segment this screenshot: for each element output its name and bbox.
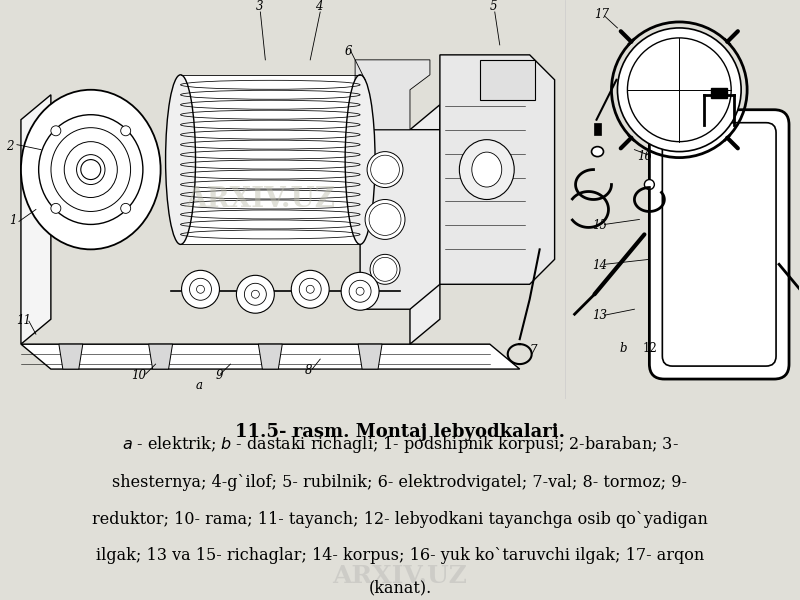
Text: 4: 4 xyxy=(315,0,322,13)
Ellipse shape xyxy=(21,90,161,250)
Text: reduktor; 10- rama; 11- tayanch; 12- lebyodkani tayanchga osib qo`yadigan: reduktor; 10- rama; 11- tayanch; 12- leb… xyxy=(92,511,708,527)
Ellipse shape xyxy=(356,287,364,295)
Polygon shape xyxy=(21,344,520,369)
Ellipse shape xyxy=(51,126,61,136)
Ellipse shape xyxy=(121,126,130,136)
Text: 15: 15 xyxy=(593,220,607,232)
Text: ARXIV.UZ: ARXIV.UZ xyxy=(186,186,335,213)
FancyBboxPatch shape xyxy=(650,110,789,379)
Bar xyxy=(480,60,534,100)
Polygon shape xyxy=(360,130,440,309)
Ellipse shape xyxy=(51,203,61,214)
Ellipse shape xyxy=(459,140,514,199)
Text: b: b xyxy=(619,342,627,355)
Text: 6: 6 xyxy=(345,45,353,58)
Polygon shape xyxy=(21,95,51,344)
Text: 13: 13 xyxy=(593,309,607,322)
Ellipse shape xyxy=(251,290,259,298)
Text: 8: 8 xyxy=(306,364,313,377)
Ellipse shape xyxy=(370,254,400,284)
Text: ARXIV.UZ: ARXIV.UZ xyxy=(333,564,467,588)
Polygon shape xyxy=(358,344,382,369)
Text: 17: 17 xyxy=(594,8,610,21)
Text: 14: 14 xyxy=(593,259,607,272)
Text: 11: 11 xyxy=(16,314,31,327)
Text: 12: 12 xyxy=(642,342,657,355)
Ellipse shape xyxy=(345,75,375,244)
Text: 7: 7 xyxy=(530,344,537,357)
Ellipse shape xyxy=(627,38,731,142)
Text: $\it{a}$ - elektrik; $\it{b}$ - dastaki richagli; 1- podshipnik korpusi; 2-barab: $\it{a}$ - elektrik; $\it{b}$ - dastaki … xyxy=(122,434,678,455)
Bar xyxy=(711,88,727,98)
Polygon shape xyxy=(181,75,360,244)
Ellipse shape xyxy=(306,285,314,293)
Ellipse shape xyxy=(121,203,130,214)
Ellipse shape xyxy=(367,152,403,188)
Text: a: a xyxy=(195,379,202,392)
Text: 9: 9 xyxy=(215,369,223,382)
Text: 11.5- rasm. Montaj lebyodkalari.: 11.5- rasm. Montaj lebyodkalari. xyxy=(235,423,565,441)
Ellipse shape xyxy=(341,272,379,310)
Ellipse shape xyxy=(365,199,405,239)
Ellipse shape xyxy=(182,271,219,308)
Bar xyxy=(594,122,602,134)
Ellipse shape xyxy=(591,146,603,157)
Ellipse shape xyxy=(291,271,329,308)
Text: shesternya; 4-g`ilof; 5- rubilnik; 6- elektrodvigatel; 7-val; 8- tormoz; 9-: shesternya; 4-g`ilof; 5- rubilnik; 6- el… xyxy=(113,475,687,491)
Ellipse shape xyxy=(472,152,502,187)
Polygon shape xyxy=(440,55,554,284)
Polygon shape xyxy=(258,344,282,369)
Text: 5: 5 xyxy=(490,0,498,13)
Text: (kanat).: (kanat). xyxy=(368,579,432,596)
Text: 16: 16 xyxy=(638,149,653,163)
Text: 1: 1 xyxy=(9,214,17,227)
Text: 2: 2 xyxy=(6,140,14,152)
Ellipse shape xyxy=(197,285,205,293)
Text: ilgak; 13 va 15- richaglar; 14- korpus; 16- yuk ko`taruvchi ilgak; 17- arqon: ilgak; 13 va 15- richaglar; 14- korpus; … xyxy=(96,547,704,564)
Ellipse shape xyxy=(237,275,274,313)
Ellipse shape xyxy=(644,179,654,190)
Ellipse shape xyxy=(81,160,101,179)
Text: 10: 10 xyxy=(130,369,146,382)
Text: 3: 3 xyxy=(255,0,263,13)
Polygon shape xyxy=(149,344,173,369)
Polygon shape xyxy=(59,344,82,369)
Polygon shape xyxy=(355,60,430,130)
Ellipse shape xyxy=(166,75,195,244)
Polygon shape xyxy=(410,105,440,344)
Ellipse shape xyxy=(618,28,741,152)
